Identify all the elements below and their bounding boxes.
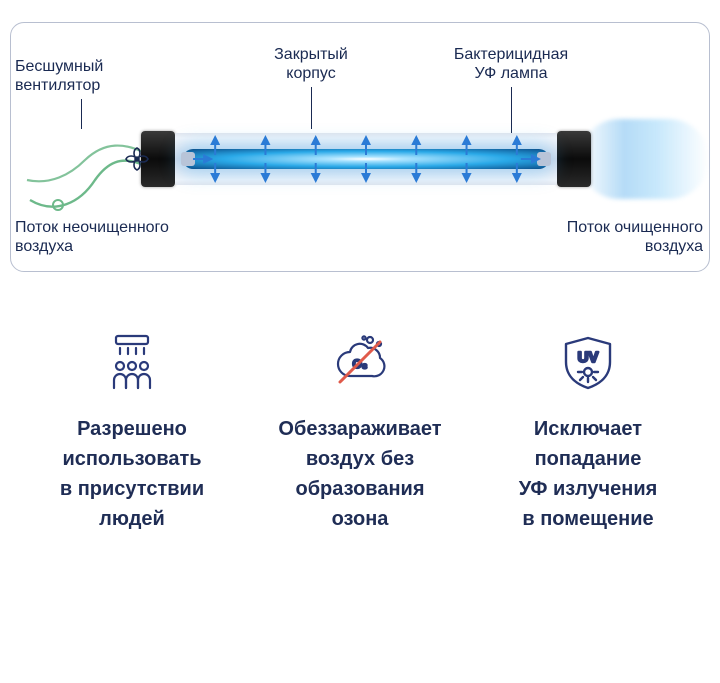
- uv-lamp-tube: [183, 149, 549, 169]
- feature-uv-shield: UV Исключает попадание УФ излучения в по…: [483, 330, 693, 534]
- feature-no-ozone: O₃ Обеззараживает воздух без образования…: [255, 330, 465, 534]
- label-fan: Бесшумный вентилятор: [15, 57, 145, 95]
- label-outflow: Поток очищенного воздуха: [503, 218, 703, 256]
- outflow-stream: [579, 119, 709, 199]
- device-diagram-panel: Бесшумный вентилятор Закрытый корпус Бак…: [10, 22, 710, 272]
- label-inflow: Поток неочищенного воздуха: [15, 218, 215, 256]
- svg-text:UV: UV: [578, 349, 599, 366]
- people-under-unit-icon: [100, 330, 164, 394]
- device: [141, 131, 591, 187]
- features-row: Разрешено использовать в присутствии люд…: [0, 330, 720, 534]
- fan-icon: [123, 145, 151, 173]
- device-right-cap: [557, 131, 591, 187]
- label-case: Закрытый корпус: [246, 45, 376, 83]
- feature-text: Исключает попадание УФ излучения в помещ…: [519, 414, 658, 534]
- feature-text: Разрешено использовать в присутствии люд…: [60, 414, 204, 534]
- leader-line: [511, 87, 512, 137]
- feature-text: Обеззараживает воздух без образования оз…: [278, 414, 441, 534]
- no-ozone-icon: O₃: [328, 330, 392, 394]
- leader-line: [311, 87, 312, 129]
- feature-people: Разрешено использовать в присутствии люд…: [27, 330, 237, 534]
- label-lamp: Бактерицидная УФ лампа: [426, 45, 596, 83]
- uv-shield-icon: UV: [556, 330, 620, 394]
